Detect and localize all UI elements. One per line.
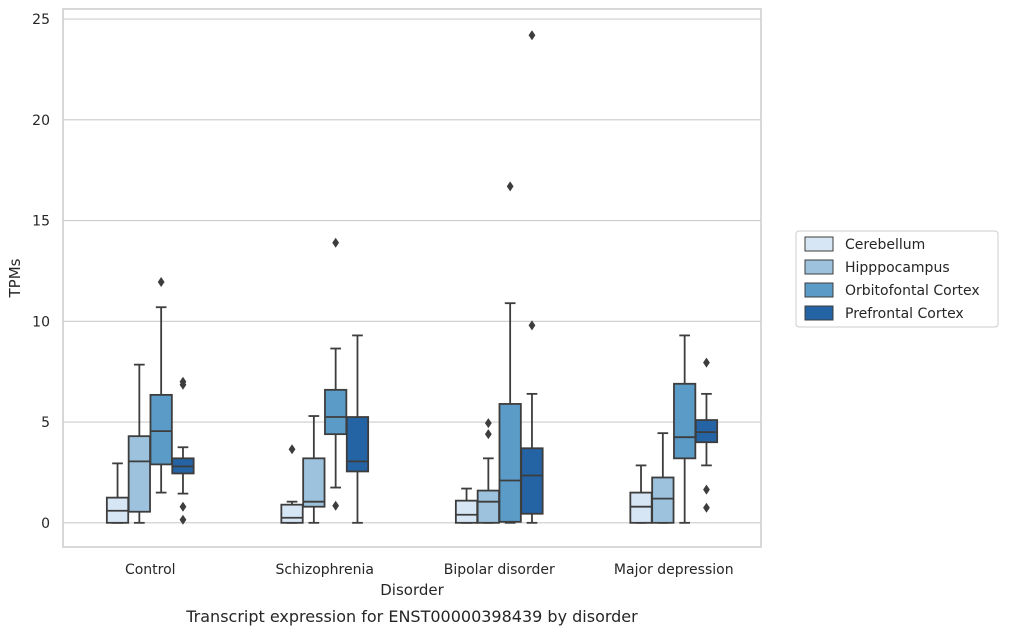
box-cerebellum-2 bbox=[454, 487, 479, 524]
plot-frame bbox=[62, 8, 762, 548]
box-orbitofontal-cortex-1 bbox=[324, 237, 348, 511]
box-cerebellum-3 bbox=[629, 464, 653, 524]
box-body bbox=[498, 403, 522, 523]
y-tick-label: 20 bbox=[32, 113, 50, 129]
box-body bbox=[302, 457, 326, 508]
box-cerebellum-1 bbox=[280, 444, 304, 524]
legend-swatch bbox=[804, 236, 834, 252]
x-axis-ticks: Control Schizophrenia Bipolar disorder Majo… bbox=[125, 562, 734, 578]
box-body bbox=[651, 476, 675, 524]
outlier-point bbox=[506, 181, 514, 192]
legend-frame bbox=[795, 230, 999, 328]
legend-label: Cerebellum bbox=[845, 237, 925, 253]
x-tick-label: Schizophrenia bbox=[276, 562, 374, 578]
legend-swatch bbox=[804, 282, 834, 298]
outlier-point bbox=[157, 277, 165, 288]
box-body bbox=[520, 447, 544, 515]
box-prefrontal-cortex-2 bbox=[520, 30, 544, 524]
outlier-point bbox=[528, 320, 536, 331]
outlier-point bbox=[703, 502, 710, 513]
box-prefrontal-cortex-0 bbox=[171, 376, 195, 525]
y-tick-label: 25 bbox=[32, 12, 50, 28]
box-prefrontal-cortex-3 bbox=[694, 357, 719, 513]
legend-label: Orbitofontal Cortex bbox=[845, 283, 980, 299]
box-hipppocampus-3 bbox=[651, 432, 675, 524]
outlier-point bbox=[484, 418, 492, 429]
outlier-point bbox=[179, 501, 187, 512]
x-tick-label: Bipolar disorder bbox=[444, 562, 555, 578]
box-body bbox=[127, 435, 151, 513]
outlier-point bbox=[332, 500, 340, 511]
outlier-point bbox=[332, 237, 340, 248]
x-tick-label: Major depression bbox=[614, 562, 734, 578]
box-cerebellum-0 bbox=[105, 462, 130, 524]
outlier-point bbox=[528, 30, 536, 41]
y-tick-label: 10 bbox=[32, 314, 50, 330]
legend-swatch bbox=[804, 259, 834, 275]
box-body bbox=[694, 419, 719, 444]
box-body bbox=[324, 388, 348, 436]
outlier-point bbox=[703, 484, 710, 495]
legend: Cerebellum Hipppocampus Orbitofontal Corte… bbox=[795, 230, 999, 328]
x-tick-label: Control bbox=[125, 562, 176, 578]
box-body bbox=[345, 416, 370, 473]
y-tick-label: 0 bbox=[41, 516, 50, 532]
box-body bbox=[149, 393, 173, 466]
box-body bbox=[629, 491, 653, 524]
box-body bbox=[476, 489, 500, 524]
y-axis-ticks: 0 5 10 15 20 25 bbox=[32, 12, 50, 532]
legend-label: Prefrontal Cortex bbox=[845, 306, 964, 322]
x-axis-label: Disorder bbox=[380, 581, 444, 599]
box-body bbox=[280, 503, 304, 524]
outlier-point bbox=[179, 376, 187, 387]
box-prefrontal-cortex-1 bbox=[345, 334, 370, 524]
y-axis-label: TPMs bbox=[6, 258, 24, 298]
y-tick-label: 5 bbox=[41, 415, 50, 431]
box-body bbox=[673, 382, 697, 460]
legend-label: Hipppocampus bbox=[845, 260, 950, 276]
plot-boxes bbox=[105, 30, 719, 525]
box-orbitofontal-cortex-0 bbox=[149, 277, 173, 494]
outlier-point bbox=[703, 357, 710, 368]
box-hipppocampus-2 bbox=[476, 418, 500, 524]
y-tick-label: 15 bbox=[32, 214, 50, 230]
box-hipppocampus-0 bbox=[127, 363, 151, 524]
outlier-point bbox=[179, 514, 187, 525]
legend-swatch bbox=[804, 305, 834, 321]
box-body bbox=[454, 499, 479, 524]
box-orbitofontal-cortex-2 bbox=[498, 181, 522, 524]
outlier-point bbox=[288, 444, 296, 455]
outlier-point bbox=[484, 429, 492, 440]
box-hipppocampus-1 bbox=[302, 415, 326, 524]
box-orbitofontal-cortex-3 bbox=[673, 334, 697, 524]
chart-caption: Transcript expression for ENST0000039843… bbox=[185, 607, 638, 626]
